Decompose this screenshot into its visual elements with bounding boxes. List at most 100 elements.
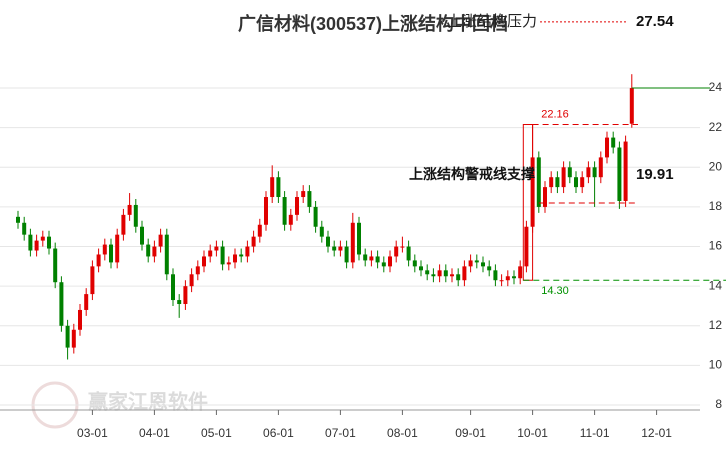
candle-body	[127, 204, 132, 215]
candle-body	[580, 177, 585, 188]
y-tick-label: 12	[709, 318, 723, 332]
candle-body	[96, 254, 101, 267]
candle-body	[487, 266, 492, 271]
candle-body	[623, 141, 628, 201]
candle-body	[220, 246, 225, 265]
box-low-label: 14.30	[541, 285, 569, 297]
candle-body	[536, 157, 541, 207]
candle-body	[344, 246, 349, 263]
candle-body	[443, 270, 448, 277]
candle-body	[295, 197, 299, 215]
candle-body	[524, 226, 529, 267]
candle-body	[226, 262, 231, 265]
candle-body	[561, 167, 566, 188]
candle-body	[543, 187, 547, 207]
candle-body	[505, 276, 510, 281]
candle-body	[326, 236, 330, 247]
candle-body	[177, 300, 182, 305]
candle-body	[239, 254, 244, 257]
candle-body	[59, 282, 64, 326]
candle-body	[394, 246, 399, 257]
x-tick-label: 04-01	[139, 426, 170, 440]
candle-body	[592, 167, 597, 178]
candle-body	[338, 246, 343, 251]
candle-body	[462, 266, 467, 281]
x-tick-label: 10-01	[517, 426, 548, 440]
candle-body	[319, 226, 324, 237]
candle-body	[412, 260, 417, 267]
x-tick-label: 12-01	[641, 426, 672, 440]
candle-body	[406, 246, 411, 261]
candle-body	[419, 266, 423, 271]
candle-body	[115, 234, 120, 263]
x-tick-label: 05-01	[201, 426, 232, 440]
candle-body	[90, 266, 95, 295]
candle-body	[375, 256, 380, 263]
candle-body	[518, 266, 523, 279]
candle-body	[431, 274, 436, 277]
candle-body	[456, 274, 461, 281]
y-tick-label: 16	[709, 239, 723, 253]
candle-body	[78, 309, 82, 330]
candle-body	[102, 244, 107, 255]
support-label: 上涨结构警戒线支撑	[409, 166, 535, 182]
y-tick-label: 10	[709, 358, 723, 372]
candle-body	[251, 236, 256, 247]
candle-body	[629, 88, 634, 124]
candle-body	[214, 246, 219, 251]
candle-body	[400, 246, 405, 248]
resistance-value: 27.54	[636, 13, 674, 30]
candle-body	[493, 270, 498, 281]
x-tick-label: 03-01	[77, 426, 108, 440]
candle-body	[611, 137, 616, 148]
candle-body	[276, 177, 281, 198]
candle-body	[605, 137, 609, 158]
candle-body	[28, 234, 33, 251]
candle-body	[34, 240, 39, 251]
box-high-label: 22.16	[541, 108, 569, 120]
x-tick-label: 07-01	[325, 426, 356, 440]
candle-body	[450, 274, 454, 277]
y-tick-label: 24	[709, 80, 723, 94]
candle-body	[183, 286, 188, 305]
candle-body	[164, 234, 169, 275]
candle-body	[171, 274, 175, 301]
candle-body	[598, 157, 603, 178]
candle-body	[388, 256, 392, 267]
candle-body	[47, 236, 51, 249]
candle-body	[363, 254, 368, 261]
candle-body	[369, 256, 374, 261]
candle-body	[307, 191, 312, 207]
x-tick-label: 11-01	[580, 426, 610, 440]
candle-body	[245, 246, 250, 257]
watermark-text: 赢家江恩软件	[88, 389, 208, 413]
y-tick-label: 14	[709, 278, 723, 292]
candle-body	[425, 270, 430, 275]
candle-body	[257, 224, 262, 237]
x-tick-label: 08-01	[387, 426, 418, 440]
candle-body	[474, 260, 479, 263]
candle-body	[332, 246, 337, 251]
y-tick-label: 20	[709, 159, 723, 173]
chart-title: 广信材料(300537)上涨结构中回档	[238, 13, 508, 34]
x-tick-label: 09-01	[455, 426, 486, 440]
resistance-label: 上涨结构压力	[447, 13, 537, 30]
candle-body	[357, 222, 361, 255]
candle-body	[586, 167, 591, 178]
candle-body	[567, 167, 572, 178]
candle-body	[512, 276, 516, 279]
y-tick-label: 22	[709, 120, 723, 134]
candle-body	[555, 177, 560, 188]
candle-body	[84, 294, 89, 310]
candle-body	[133, 204, 138, 227]
candle-body	[301, 191, 306, 198]
candle-body	[468, 260, 473, 267]
candle-body	[288, 214, 293, 225]
candle-body	[53, 248, 58, 283]
candle-body	[152, 246, 157, 257]
candle-body	[574, 177, 578, 188]
y-tick-label: 18	[709, 199, 723, 213]
x-tick-label: 06-01	[263, 426, 294, 440]
candle-body	[121, 214, 126, 235]
candle-body	[617, 147, 622, 201]
